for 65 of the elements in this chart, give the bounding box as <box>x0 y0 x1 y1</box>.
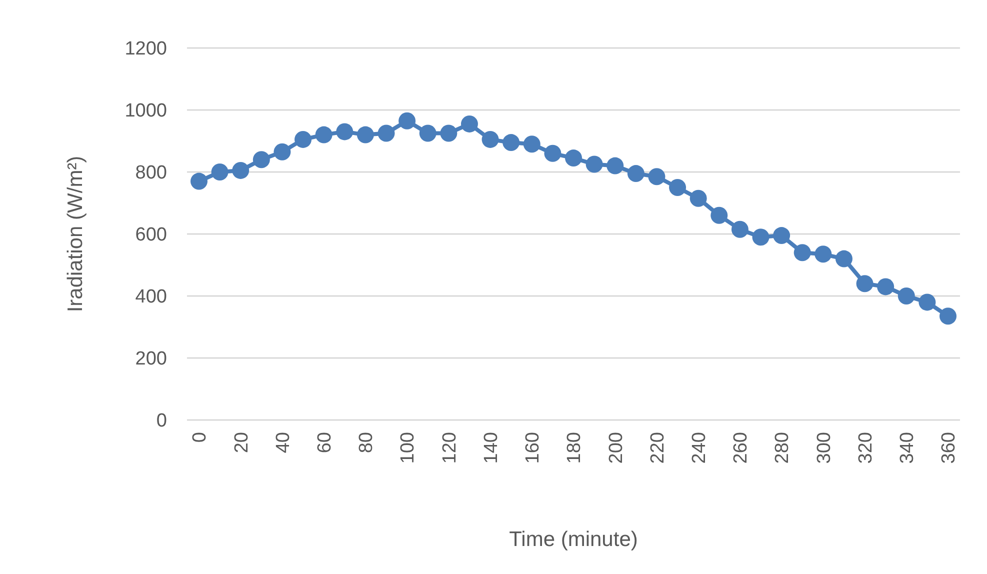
y-tick-label: 200 <box>135 348 167 370</box>
point <box>648 168 666 186</box>
point <box>252 151 270 168</box>
point <box>336 123 354 140</box>
point <box>565 150 582 167</box>
x-axis-title: Time (minute) <box>509 528 638 551</box>
point <box>814 246 832 263</box>
x-tick-label: 360 <box>938 432 960 464</box>
point <box>378 124 395 142</box>
point <box>356 126 374 144</box>
point <box>690 190 707 207</box>
point <box>773 227 790 244</box>
x-tick-label: 120 <box>439 432 460 464</box>
point <box>731 220 748 238</box>
y-tick-label: 1200 <box>124 38 167 60</box>
x-tick-label: 160 <box>522 432 544 464</box>
x-tick-label: 280 <box>772 432 794 464</box>
point <box>835 250 852 268</box>
point <box>918 294 936 311</box>
x-tick-label: 100 <box>398 432 419 464</box>
y-tick-label: 1000 <box>124 100 167 122</box>
x-tick-label: 80 <box>356 432 378 454</box>
x-tick-label: 320 <box>855 432 876 464</box>
point <box>190 172 208 190</box>
y-axis-title: Iradiation (W/m²) <box>64 156 87 312</box>
x-tick-label: 40 <box>272 432 294 454</box>
y-tick-label: 600 <box>135 224 167 246</box>
x-tick-label: 260 <box>730 432 752 464</box>
point <box>627 165 644 182</box>
point <box>794 244 811 262</box>
point <box>940 308 956 325</box>
x-tick-label: 200 <box>606 432 627 464</box>
point <box>856 275 874 292</box>
x-tick-label: 180 <box>564 432 586 464</box>
x-tick-label: 340 <box>897 432 918 464</box>
y-tick-label: 800 <box>135 162 167 184</box>
point <box>211 164 228 180</box>
point <box>460 115 478 132</box>
point <box>544 144 562 162</box>
point <box>669 179 686 196</box>
x-tick-label: 220 <box>647 432 668 464</box>
point <box>502 134 520 152</box>
x-tick-label: 300 <box>814 432 835 464</box>
point <box>898 288 915 304</box>
point <box>440 124 458 142</box>
point <box>315 126 332 144</box>
point <box>710 206 728 224</box>
x-tick-label: 20 <box>231 432 252 454</box>
point <box>523 136 540 153</box>
point <box>482 130 499 148</box>
point <box>877 278 894 296</box>
point <box>232 162 250 179</box>
point <box>274 143 291 160</box>
point <box>398 112 416 130</box>
point <box>586 156 603 173</box>
point <box>294 130 312 148</box>
point <box>419 124 436 142</box>
point <box>606 157 624 174</box>
point <box>752 228 770 246</box>
y-tick-label: 400 <box>135 286 167 308</box>
y-tick-label: 0 <box>156 410 167 432</box>
x-tick-label: 240 <box>688 432 710 464</box>
x-tick-label: 60 <box>314 432 336 454</box>
x-tick-label: 140 <box>480 432 502 464</box>
x-tick-label: 0 <box>190 432 211 443</box>
